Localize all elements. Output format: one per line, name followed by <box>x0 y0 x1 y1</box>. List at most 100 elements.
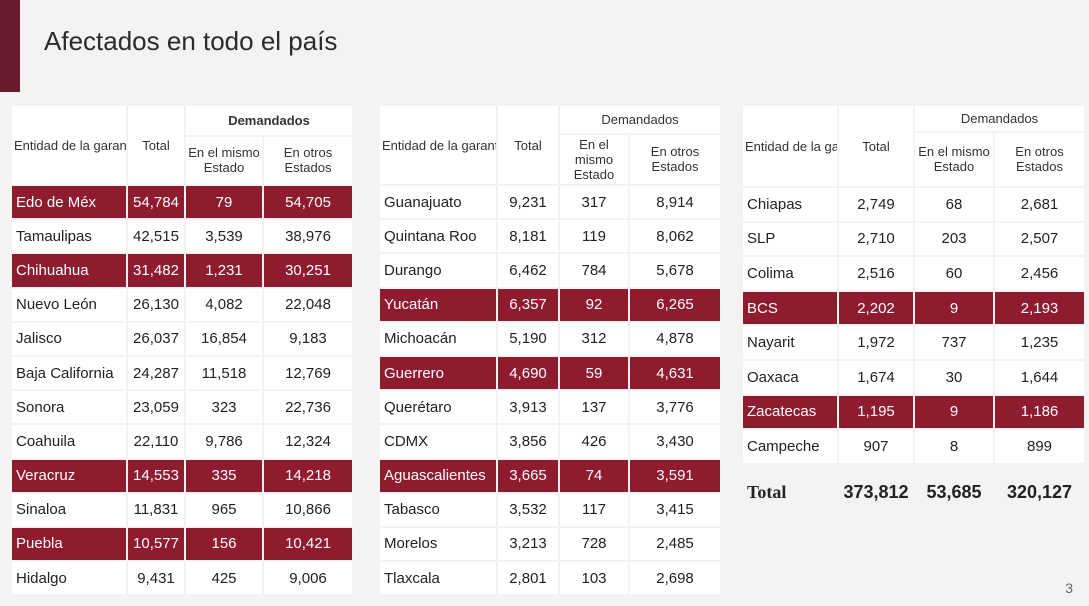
table-row: BCS 2,202 9 2,193 <box>741 289 1087 327</box>
cell-otros-estados: 9,183 <box>261 320 355 357</box>
table-row: Hidalgo 9,431 425 9,006 <box>10 560 355 597</box>
cell-mismo-estado: 3,539 <box>184 218 264 255</box>
cell-entidad: Oaxaca <box>741 358 839 396</box>
table-row: Jalisco 26,037 16,854 9,183 <box>10 320 355 357</box>
header-demandados: Demandados <box>183 104 355 137</box>
cell-otros-estados: 2,485 <box>627 525 723 563</box>
cell-otros-estados: 2,507 <box>992 220 1087 258</box>
table-row: Michoacán 5,190 312 4,878 <box>378 320 723 357</box>
states-table-1: Entidad de la garantía Total Demandados … <box>10 104 355 597</box>
table-row: Colima 2,516 60 2,456 <box>741 255 1087 292</box>
cell-total: 42,515 <box>126 218 186 255</box>
cell-total: 22,110 <box>126 423 186 460</box>
cell-mismo-estado: 323 <box>184 389 264 426</box>
cell-total: 2,710 <box>837 220 915 258</box>
cell-entidad: Tlaxcala <box>378 560 498 597</box>
table-row: Tabasco 3,532 117 3,415 <box>378 491 723 528</box>
header-total: Total <box>126 104 186 186</box>
header-total: Total <box>496 104 560 186</box>
table-row: Coahuila 22,110 9,786 12,324 <box>10 423 355 460</box>
table-row: Quintana Roo 8,181 119 8,062 <box>378 218 723 255</box>
cell-entidad: Colima <box>741 255 839 292</box>
table-row: Guerrero 4,690 59 4,631 <box>378 354 723 392</box>
cell-otros-estados: 1,186 <box>992 393 1087 431</box>
table-row: CDMX 3,856 426 3,430 <box>378 423 723 460</box>
table-row: Oaxaca 1,674 30 1,644 <box>741 358 1087 396</box>
cell-mismo-estado: 59 <box>558 354 630 392</box>
header-otros-estados: En otros Estados <box>992 130 1087 189</box>
cell-total: 9,231 <box>496 183 560 221</box>
cell-otros-estados: 22,048 <box>261 286 355 323</box>
cell-entidad: Chiapas <box>741 186 839 223</box>
cell-otros-estados: 1,644 <box>992 358 1087 396</box>
cell-otros-estados: 3,776 <box>627 389 723 426</box>
cell-total: 3,532 <box>496 491 560 528</box>
cell-mismo-estado: 737 <box>913 324 995 361</box>
cell-total: 31,482 <box>126 252 186 289</box>
cell-otros-estados: 14,218 <box>261 457 355 494</box>
cell-entidad: Puebla <box>10 525 128 563</box>
cell-total: 14,553 <box>126 457 186 494</box>
header-entidad: Entidad de la garantía <box>378 104 498 186</box>
table-body: Chiapas 2,749 68 2,681 SLP 2,710 203 2,507 Colim… <box>741 186 1087 521</box>
table-row: Morelos 3,213 728 2,485 <box>378 525 723 563</box>
cell-mismo-estado: 103 <box>558 560 630 597</box>
table-row: Edo de Méx 54,784 79 54,705 <box>10 183 355 221</box>
table-row: Nayarit 1,972 737 1,235 <box>741 324 1087 361</box>
cell-mismo-estado: 8 <box>913 428 995 465</box>
cell-otros-estados: 5,678 <box>627 252 723 289</box>
cell-otros-estados: 12,769 <box>261 354 355 392</box>
cell-total: 1,972 <box>837 324 915 361</box>
cell-otros-estados: 8,062 <box>627 218 723 255</box>
header-demandados: Demandados <box>912 104 1087 133</box>
cell-entidad: Durango <box>378 252 498 289</box>
cell-mismo-estado: 74 <box>558 457 630 494</box>
cell-mismo-estado: 965 <box>184 491 264 528</box>
cell-entidad: CDMX <box>378 423 498 460</box>
cell-otros-estados: 9,006 <box>261 560 355 597</box>
cell-otros-estados: 12,324 <box>261 423 355 460</box>
cell-total: 6,462 <box>496 252 560 289</box>
cell-entidad: Baja California <box>10 354 128 392</box>
table-row: Veracruz 14,553 335 14,218 <box>10 457 355 494</box>
cell-mismo-estado: 156 <box>184 525 264 563</box>
table-row: Campeche 907 8 899 <box>741 428 1087 465</box>
cell-otros-estados: 2,193 <box>992 289 1087 327</box>
cell-mismo-estado: 79 <box>184 183 264 221</box>
cell-entidad: Coahuila <box>10 423 128 460</box>
cell-total: 2,202 <box>837 289 915 327</box>
cell-entidad: BCS <box>741 289 839 327</box>
table-row: Nuevo León 26,130 4,082 22,048 <box>10 286 355 323</box>
total-cell-otros-estados: 320,127 <box>992 462 1087 521</box>
accent-bar <box>0 0 20 92</box>
cell-mismo-estado: 60 <box>913 255 995 292</box>
cell-entidad: Nayarit <box>741 324 839 361</box>
cell-otros-estados: 10,421 <box>261 525 355 563</box>
total-cell-mismo-estado: 53,685 <box>913 462 995 521</box>
table-row: Tamaulipas 42,515 3,539 38,976 <box>10 218 355 255</box>
cell-otros-estados: 2,698 <box>627 560 723 597</box>
cell-mismo-estado: 9 <box>913 393 995 431</box>
cell-mismo-estado: 9 <box>913 289 995 327</box>
header-demandados: Demandados <box>557 104 723 135</box>
cell-mismo-estado: 137 <box>558 389 630 426</box>
table-row: Puebla 10,577 156 10,421 <box>10 525 355 563</box>
cell-mismo-estado: 68 <box>913 186 995 223</box>
cell-mismo-estado: 426 <box>558 423 630 460</box>
header-mismo-estado: En el mismo Estado <box>558 132 630 187</box>
table-row: Aguascalientes 3,665 74 3,591 <box>378 457 723 494</box>
cell-entidad: Veracruz <box>10 457 128 494</box>
total-row: Total 373,812 53,685 320,127 <box>741 462 1087 521</box>
cell-entidad: Sinaloa <box>10 491 128 528</box>
table-body: Edo de Méx 54,784 79 54,705 Tamaulipas 42,515… <box>10 183 355 597</box>
cell-otros-estados: 4,878 <box>627 320 723 357</box>
header-total: Total <box>837 104 915 188</box>
total-cell-entidad: Total <box>741 462 839 521</box>
table-row: Guanajuato 9,231 317 8,914 <box>378 183 723 221</box>
cell-total: 6,357 <box>496 286 560 323</box>
cell-mismo-estado: 312 <box>558 320 630 357</box>
cell-entidad: Tabasco <box>378 491 498 528</box>
states-table-2: Entidad de la garantía Total Demandados … <box>378 104 723 597</box>
cell-total: 2,801 <box>496 560 560 597</box>
table-body: Guanajuato 9,231 317 8,914 Quintana Roo 8,181… <box>378 183 723 597</box>
